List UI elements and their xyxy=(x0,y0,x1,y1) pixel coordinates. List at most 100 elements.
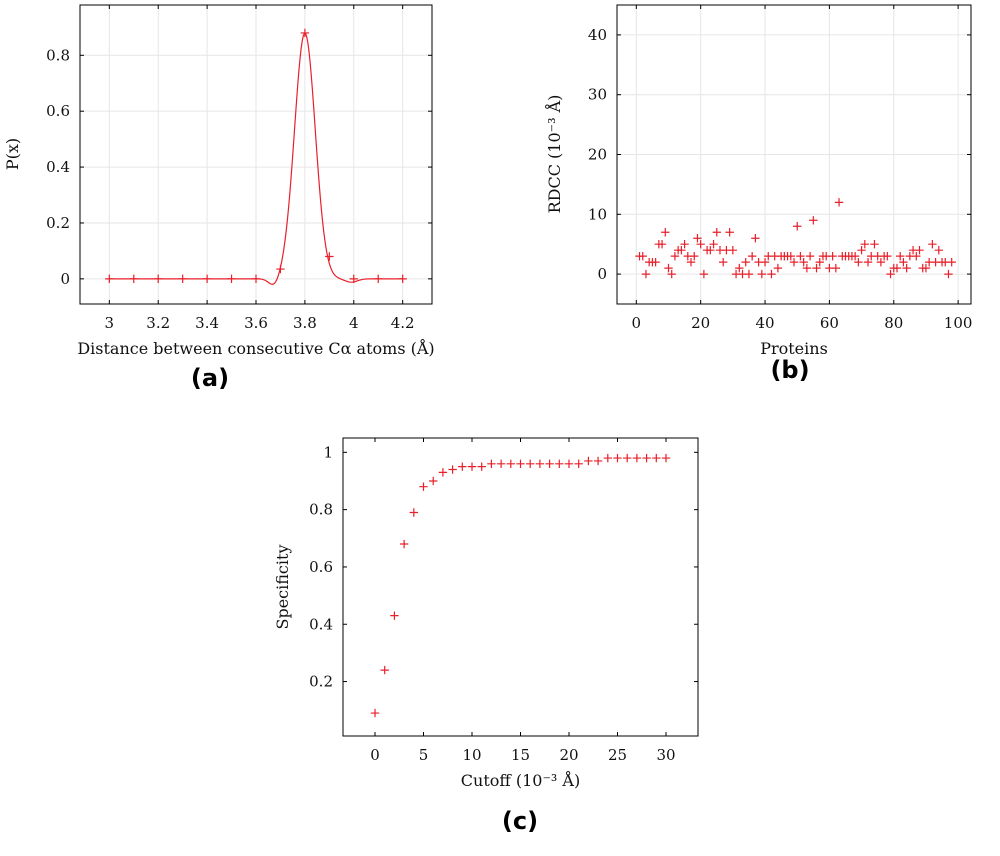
data-point-b-54 xyxy=(809,216,818,225)
data-point-c-15 xyxy=(516,459,525,468)
data-point-b-28 xyxy=(725,228,734,237)
data-point-c-7 xyxy=(438,468,448,477)
data-point-b-19 xyxy=(696,240,705,249)
x-tick-label-a-0: 3 xyxy=(105,314,115,332)
y-tick-label-c-3: 0.8 xyxy=(309,501,333,519)
data-point-a-11 xyxy=(374,274,383,284)
data-point-c-8 xyxy=(448,465,457,474)
data-point-b-83 xyxy=(902,263,911,273)
x-axis-label-b: Proteins xyxy=(760,339,828,358)
data-point-b-48 xyxy=(789,257,799,267)
data-point-c-14 xyxy=(506,459,516,468)
data-point-b-50 xyxy=(796,251,805,261)
data-point-b-89 xyxy=(921,263,931,273)
data-point-b-14 xyxy=(680,240,689,249)
data-point-b-31 xyxy=(735,263,744,273)
chart-b: 0 20 40 60 80 100 0 10 20 30 40 Proteins RDCC (10⁻³ … xyxy=(544,4,972,384)
y-tick-label-b-3: 30 xyxy=(588,86,607,104)
panel-label-c: (c) xyxy=(502,807,538,835)
data-point-b-96 xyxy=(944,269,953,279)
x-tick-label-a-2: 3.4 xyxy=(195,314,219,332)
y-tick-label-a-3: 0.6 xyxy=(46,102,70,120)
data-point-a-3 xyxy=(178,274,187,284)
data-point-c-17 xyxy=(535,459,545,468)
y-tick-label-a-4: 0.8 xyxy=(46,46,70,64)
data-point-b-67 xyxy=(850,251,860,261)
data-point-b-26 xyxy=(719,257,728,267)
data-point-b-2 xyxy=(641,269,651,279)
data-point-b-51 xyxy=(799,257,808,267)
data-point-b-70 xyxy=(860,240,869,249)
data-point-b-18 xyxy=(693,234,702,243)
data-point-b-17 xyxy=(690,251,699,261)
panel-label-b: (b) xyxy=(770,356,809,384)
data-point-b-34 xyxy=(744,269,754,279)
data-point-b-73 xyxy=(870,240,879,249)
y-tick-label-a-0: 0 xyxy=(60,270,70,288)
data-point-c-11 xyxy=(477,462,486,471)
data-point-a-9 xyxy=(325,252,334,261)
data-point-b-80 xyxy=(892,263,902,273)
x-axis-label-a: Distance between consecutive Cα atoms (Å… xyxy=(77,338,434,358)
data-point-c-19 xyxy=(555,459,564,468)
data-point-a-0 xyxy=(105,274,114,284)
y-tick-label-b-2: 20 xyxy=(588,146,607,164)
data-point-b-36 xyxy=(751,234,760,243)
data-point-c-4 xyxy=(409,508,419,517)
data-point-c-28 xyxy=(642,453,651,463)
data-point-b-9 xyxy=(664,263,673,273)
data-point-c-23 xyxy=(593,456,603,466)
data-point-b-75 xyxy=(876,257,886,267)
data-point-b-41 xyxy=(767,269,776,279)
x-tick-label-b-0: 0 xyxy=(632,314,642,332)
x-tick-label-c-0: 0 xyxy=(370,746,380,764)
y-tick-label-c-2: 0.6 xyxy=(309,558,333,576)
data-point-b-93 xyxy=(934,245,944,255)
data-point-c-25 xyxy=(613,453,622,463)
data-point-b-10 xyxy=(667,269,676,279)
x-tick-label-b-3: 60 xyxy=(820,314,839,332)
data-point-b-52 xyxy=(802,263,812,273)
data-point-c-2 xyxy=(390,611,399,620)
panel-label-a: (a) xyxy=(191,364,229,392)
data-point-b-81 xyxy=(896,251,905,261)
data-point-a-10 xyxy=(349,274,358,284)
data-point-c-6 xyxy=(429,476,438,486)
x-tick-label-a-3: 3.6 xyxy=(244,314,268,332)
data-point-c-24 xyxy=(603,453,612,463)
x-tick-label-b-2: 40 xyxy=(755,314,774,332)
data-point-b-35 xyxy=(747,251,757,261)
data-point-c-22 xyxy=(584,456,593,466)
y-tick-label-a-2: 0.4 xyxy=(46,158,70,176)
data-point-b-78 xyxy=(886,269,895,279)
data-point-a-2 xyxy=(154,274,163,284)
data-point-b-23 xyxy=(709,240,718,249)
data-point-b-69 xyxy=(857,245,866,255)
data-point-b-11 xyxy=(670,251,680,261)
data-point-b-39 xyxy=(760,257,770,267)
x-tick-label-a-4: 3.8 xyxy=(293,314,317,332)
x-tick-label-c-2: 10 xyxy=(462,746,481,764)
data-point-b-68 xyxy=(854,257,863,267)
data-point-a-5 xyxy=(227,274,236,284)
y-axis-label-c: Specificity xyxy=(273,545,292,630)
data-point-b-22 xyxy=(706,245,715,255)
data-point-a-6 xyxy=(251,274,261,284)
x-tick-label-c-1: 5 xyxy=(419,746,429,764)
y-axis-label-b: RDCC (10⁻³ Å) xyxy=(544,95,564,214)
data-point-c-18 xyxy=(545,459,554,468)
data-point-c-26 xyxy=(622,453,632,463)
data-point-c-29 xyxy=(652,453,661,463)
data-point-c-13 xyxy=(496,459,506,468)
data-point-c-5 xyxy=(419,482,428,491)
chart-a: 3 3.2 3.4 3.6 3.8 4 4.2 0 0.2 0.4 0.6 0.8 Distance b… xyxy=(3,4,435,392)
data-point-c-27 xyxy=(632,453,642,463)
data-point-b-56 xyxy=(815,257,824,267)
y-tick-label-c-1: 0.4 xyxy=(309,615,333,633)
data-point-b-47 xyxy=(786,251,795,261)
y-tick-label-c-0: 0.2 xyxy=(309,673,333,691)
data-point-c-20 xyxy=(564,459,574,468)
data-point-a-7 xyxy=(276,264,285,274)
data-point-b-91 xyxy=(928,240,937,249)
data-point-b-82 xyxy=(899,257,908,267)
